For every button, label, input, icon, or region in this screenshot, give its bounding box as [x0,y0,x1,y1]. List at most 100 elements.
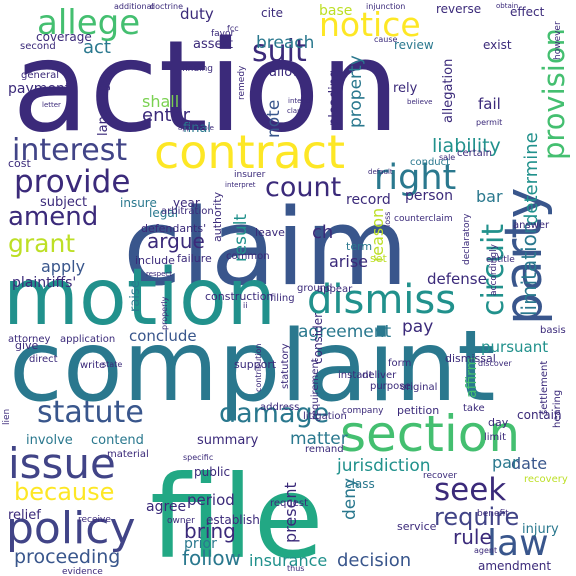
word-effect: effect [510,5,545,19]
word-present: present [281,482,300,543]
word-cite: cite [261,6,283,20]
word-basis: basis [540,325,566,336]
word-matter: matter [290,429,348,449]
word-statutory: statutory [280,343,291,389]
word-petition: petition [397,404,439,417]
word-take: take [463,403,485,414]
word-properly: properly [160,296,169,330]
word-deliver: deliver [362,370,397,381]
word-recover: recover [423,471,457,481]
word-entitle: entitle [486,255,515,265]
word-applicable: applicable [178,124,214,132]
word-give: give [15,339,39,352]
word-hearing: hearing [552,390,563,428]
word-shall: shall [142,92,179,111]
word-note: note [264,100,284,138]
word-damage: damage [219,398,329,429]
word-day: day [488,416,509,429]
word-discover: discover [478,359,512,368]
word-coverage: coverage [36,30,92,44]
word-consider: consider [311,313,325,364]
word-direct: direct [29,354,58,365]
word-pursuant: pursuant [481,338,548,356]
word-summary: summary [197,433,259,448]
word-plaintiffs: plaintiffs' [12,275,76,291]
word-conduct: conduct [410,157,450,168]
word-agree: agree [146,499,186,515]
word-grant: grant [8,229,75,258]
word-appear: appear [317,284,353,295]
word-party: party [494,188,554,325]
word-purpose: purpose [370,381,411,392]
word-cause: cause [374,35,398,44]
word-final: final [183,121,211,136]
word-agent: agent [474,546,497,555]
word-dismissal: dismissal [445,352,496,365]
word-circuit: circuit [476,224,511,316]
word-raise: raise [128,280,143,312]
word-act: act [83,37,111,58]
word-file: file [150,451,324,576]
word-review: review [394,38,434,52]
word-jurisdiction: jurisdiction [336,456,431,476]
word-filing: filing [270,293,295,304]
word-arbitration: arbitration [161,206,214,217]
word-determine: determine [521,132,542,225]
word-contribution: contribution [254,344,263,392]
word-person: person [405,188,453,204]
word-original: original [400,382,437,393]
word-owner: owner [167,516,195,526]
word-address: address [260,402,299,413]
word-write: write [80,360,105,371]
word-believe: believe [407,98,432,106]
word-permit: permit [476,118,502,127]
word-class: class [345,477,375,491]
word-action: action [12,13,400,160]
word-material: material [107,449,149,460]
word-insurer: insurer [234,170,266,180]
word-complaint: complaint [9,310,496,424]
word-allow: allow [269,65,303,80]
word-relief: relief [8,508,41,523]
word-assert: assert [193,37,233,52]
word-accordingly: accordingly [489,243,499,296]
word-fcc: fcc [227,24,239,33]
word-interest: interest [12,133,127,168]
word-prior: prior [184,536,217,552]
word-default: default [368,168,393,176]
word-establish: establish [206,513,260,527]
word-counterclaim: counterclaim [394,214,453,224]
word-bring: bring [184,519,236,543]
word-set: set [370,252,387,265]
word-notice: notice [319,5,421,44]
word-public: public [194,465,230,479]
word-affirm: affirm [464,357,480,398]
word-year: year [173,196,200,210]
word-application: application [60,334,115,345]
word-apply: apply [41,257,85,276]
word-subject: subject [40,195,87,210]
word-period: period [187,491,235,509]
word-request: request [270,498,308,509]
word-loss: loss [383,212,392,227]
word-require: require [434,503,519,531]
word-doctrine: doctrine [150,2,183,11]
word-limitation: limitation [517,221,541,316]
word-proceeding: proceeding [14,546,120,568]
word-enter: enter [142,105,191,126]
word-limit: limit [484,432,506,443]
word-deny: deny [340,478,360,520]
word-amend: amend [8,202,98,232]
word-liability: liability [432,135,501,157]
word-dismiss: dismiss [307,277,456,323]
word-additional: additional [114,2,154,11]
word-obtain: obtain [496,2,518,10]
word-policy: policy [6,503,136,554]
word-pleading: pleading [327,70,342,126]
word-decision: decision [337,550,411,571]
word-defense: defense [427,270,487,288]
word-legal: legal [149,206,178,220]
word-reason: reason [368,208,387,262]
word-failure: failure [177,252,212,265]
